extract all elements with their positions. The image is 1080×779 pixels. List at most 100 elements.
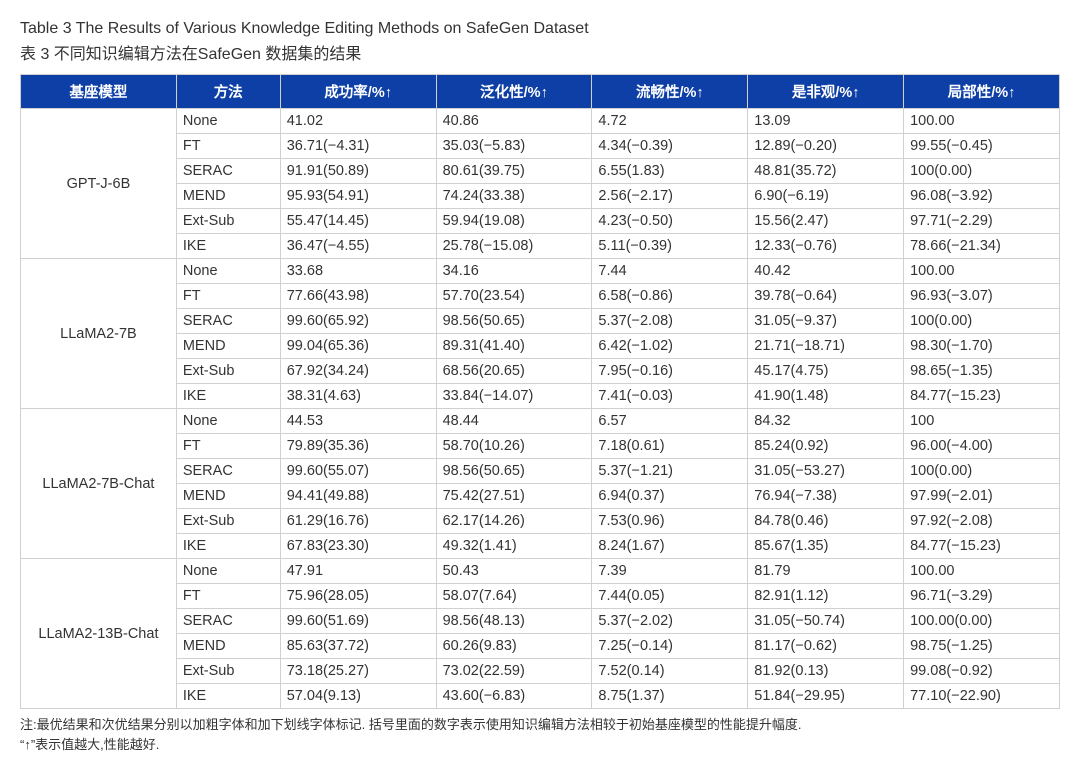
- value-cell: 15.56(2.47): [748, 209, 904, 234]
- model-cell: GPT-J-6B: [21, 109, 177, 259]
- table-row: MEND99.04(65.36)89.31(41.40)6.42(−1.02)2…: [21, 334, 1060, 359]
- value-cell: 38.31(4.63): [280, 384, 436, 409]
- method-cell: SERAC: [176, 159, 280, 184]
- value-cell: 85.24(0.92): [748, 434, 904, 459]
- value-cell: 85.63(37.72): [280, 634, 436, 659]
- value-cell: 41.02: [280, 109, 436, 134]
- method-cell: None: [176, 409, 280, 434]
- value-cell: 33.84(−14.07): [436, 384, 592, 409]
- value-cell: 6.94(0.37): [592, 484, 748, 509]
- method-cell: FT: [176, 584, 280, 609]
- method-cell: Ext-Sub: [176, 659, 280, 684]
- value-cell: 21.71(−18.71): [748, 334, 904, 359]
- value-cell: 7.44(0.05): [592, 584, 748, 609]
- value-cell: 40.86: [436, 109, 592, 134]
- footnote-line2: “↑”表示值越大,性能越好.: [20, 737, 159, 752]
- value-cell: 89.31(41.40): [436, 334, 592, 359]
- value-cell: 33.68: [280, 259, 436, 284]
- table-row: Ext-Sub73.18(25.27)73.02(22.59)7.52(0.14…: [21, 659, 1060, 684]
- value-cell: 57.70(23.54): [436, 284, 592, 309]
- value-cell: 98.30(−1.70): [904, 334, 1060, 359]
- method-cell: IKE: [176, 384, 280, 409]
- value-cell: 100(0.00): [904, 159, 1060, 184]
- value-cell: 7.25(−0.14): [592, 634, 748, 659]
- value-cell: 31.05(−9.37): [748, 309, 904, 334]
- value-cell: 39.78(−0.64): [748, 284, 904, 309]
- value-cell: 100.00(0.00): [904, 609, 1060, 634]
- table-row: SERAC99.60(55.07)98.56(50.65)5.37(−1.21)…: [21, 459, 1060, 484]
- model-cell: LLaMA2-7B: [21, 259, 177, 409]
- value-cell: 48.81(35.72): [748, 159, 904, 184]
- value-cell: 7.53(0.96): [592, 509, 748, 534]
- value-cell: 99.04(65.36): [280, 334, 436, 359]
- method-cell: IKE: [176, 534, 280, 559]
- value-cell: 84.78(0.46): [748, 509, 904, 534]
- value-cell: 78.66(−21.34): [904, 234, 1060, 259]
- method-cell: None: [176, 109, 280, 134]
- value-cell: 58.07(7.64): [436, 584, 592, 609]
- value-cell: 95.93(54.91): [280, 184, 436, 209]
- value-cell: 5.11(−0.39): [592, 234, 748, 259]
- table-row: IKE67.83(23.30)49.32(1.41)8.24(1.67)85.6…: [21, 534, 1060, 559]
- value-cell: 36.47(−4.55): [280, 234, 436, 259]
- value-cell: 96.08(−3.92): [904, 184, 1060, 209]
- value-cell: 59.94(19.08): [436, 209, 592, 234]
- value-cell: 100: [904, 409, 1060, 434]
- value-cell: 80.61(39.75): [436, 159, 592, 184]
- value-cell: 50.43: [436, 559, 592, 584]
- table-row: MEND95.93(54.91)74.24(33.38)2.56(−2.17)6…: [21, 184, 1060, 209]
- col-fluency: 流畅性/%↑: [592, 75, 748, 109]
- col-locality: 局部性/%↑: [904, 75, 1060, 109]
- method-cell: SERAC: [176, 309, 280, 334]
- value-cell: 81.17(−0.62): [748, 634, 904, 659]
- value-cell: 6.90(−6.19): [748, 184, 904, 209]
- table-row: MEND85.63(37.72)60.26(9.83)7.25(−0.14)81…: [21, 634, 1060, 659]
- value-cell: 12.33(−0.76): [748, 234, 904, 259]
- value-cell: 60.26(9.83): [436, 634, 592, 659]
- value-cell: 75.96(28.05): [280, 584, 436, 609]
- value-cell: 57.04(9.13): [280, 684, 436, 709]
- value-cell: 100.00: [904, 259, 1060, 284]
- value-cell: 25.78(−15.08): [436, 234, 592, 259]
- value-cell: 94.41(49.88): [280, 484, 436, 509]
- value-cell: 47.91: [280, 559, 436, 584]
- value-cell: 7.41(−0.03): [592, 384, 748, 409]
- value-cell: 41.90(1.48): [748, 384, 904, 409]
- method-cell: Ext-Sub: [176, 209, 280, 234]
- method-cell: MEND: [176, 334, 280, 359]
- table-row: Ext-Sub61.29(16.76)62.17(14.26)7.53(0.96…: [21, 509, 1060, 534]
- method-cell: None: [176, 259, 280, 284]
- value-cell: 97.99(−2.01): [904, 484, 1060, 509]
- table-row: LLaMA2-13B-ChatNone47.9150.437.3981.7910…: [21, 559, 1060, 584]
- value-cell: 82.91(1.12): [748, 584, 904, 609]
- value-cell: 5.37(−2.02): [592, 609, 748, 634]
- value-cell: 13.09: [748, 109, 904, 134]
- value-cell: 8.75(1.37): [592, 684, 748, 709]
- table-header-row: 基座模型 方法 成功率/%↑ 泛化性/%↑ 流畅性/%↑ 是非观/%↑ 局部性/…: [21, 75, 1060, 109]
- value-cell: 4.72: [592, 109, 748, 134]
- value-cell: 6.57: [592, 409, 748, 434]
- model-cell: LLaMA2-13B-Chat: [21, 559, 177, 709]
- value-cell: 99.08(−0.92): [904, 659, 1060, 684]
- method-cell: MEND: [176, 634, 280, 659]
- value-cell: 100(0.00): [904, 459, 1060, 484]
- method-cell: FT: [176, 284, 280, 309]
- value-cell: 12.89(−0.20): [748, 134, 904, 159]
- value-cell: 31.05(−50.74): [748, 609, 904, 634]
- value-cell: 99.55(−0.45): [904, 134, 1060, 159]
- col-general: 泛化性/%↑: [436, 75, 592, 109]
- method-cell: FT: [176, 134, 280, 159]
- table-row: MEND94.41(49.88)75.42(27.51)6.94(0.37)76…: [21, 484, 1060, 509]
- value-cell: 97.71(−2.29): [904, 209, 1060, 234]
- value-cell: 67.92(34.24): [280, 359, 436, 384]
- value-cell: 58.70(10.26): [436, 434, 592, 459]
- value-cell: 77.10(−22.90): [904, 684, 1060, 709]
- value-cell: 36.71(−4.31): [280, 134, 436, 159]
- value-cell: 85.67(1.35): [748, 534, 904, 559]
- value-cell: 67.83(23.30): [280, 534, 436, 559]
- value-cell: 73.02(22.59): [436, 659, 592, 684]
- value-cell: 96.93(−3.07): [904, 284, 1060, 309]
- value-cell: 79.89(35.36): [280, 434, 436, 459]
- value-cell: 6.58(−0.86): [592, 284, 748, 309]
- value-cell: 81.92(0.13): [748, 659, 904, 684]
